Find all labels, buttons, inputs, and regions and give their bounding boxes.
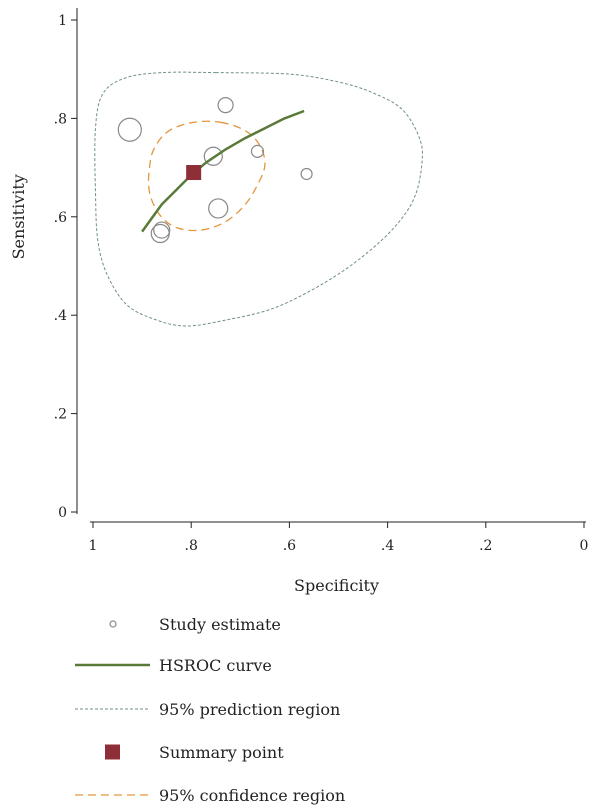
confidence-region bbox=[147, 120, 266, 232]
legend-label-hsroc: HSROC curve bbox=[159, 656, 272, 675]
study-point-4 bbox=[300, 167, 313, 181]
study-point-7 bbox=[150, 223, 170, 244]
legend-item-hsroc: HSROC curve bbox=[75, 656, 272, 675]
summary-point bbox=[186, 165, 202, 181]
y-tick-label-4: .8 bbox=[54, 111, 67, 127]
legend: Study estimate HSROC curve 95% prediction … bbox=[75, 615, 345, 805]
x-tick-label-3: .4 bbox=[381, 538, 394, 554]
legend-label-prediction: 95% prediction region bbox=[159, 700, 340, 719]
study-point-2 bbox=[203, 146, 223, 166]
study-point-6 bbox=[153, 221, 171, 239]
y-ticks: 0 .2 .4 .6 .8 1 bbox=[54, 13, 77, 521]
study-estimates bbox=[117, 97, 313, 244]
study-point-0 bbox=[117, 117, 142, 142]
x-tick-label-0: 1 bbox=[89, 538, 98, 554]
study-point-1 bbox=[217, 97, 234, 114]
y-axis-title: Sensitivity bbox=[9, 174, 28, 259]
legend-item-prediction: 95% prediction region bbox=[75, 700, 340, 719]
x-axis-title: Specificity bbox=[294, 576, 379, 595]
legend-item-summary: Summary point bbox=[105, 743, 284, 762]
study-point-5 bbox=[208, 198, 229, 219]
legend-label-confidence: 95% confidence region bbox=[159, 786, 345, 805]
legend-symbol-summary bbox=[105, 744, 120, 760]
y-tick-label-2: .4 bbox=[54, 308, 67, 324]
x-tick-label-1: .8 bbox=[185, 538, 198, 554]
legend-symbol-study bbox=[109, 620, 117, 628]
y-tick-label-3: .6 bbox=[54, 210, 67, 226]
y-tick-label-1: .2 bbox=[54, 407, 67, 423]
x-tick-label-4: .2 bbox=[479, 538, 492, 554]
hsroc-curve bbox=[141, 109, 305, 233]
prediction-region bbox=[94, 71, 423, 327]
plot-area bbox=[94, 71, 423, 327]
y-tick-label-5: 1 bbox=[58, 13, 67, 29]
legend-item-study: Study estimate bbox=[109, 615, 281, 634]
legend-label-summary: Summary point bbox=[159, 743, 284, 762]
x-ticks: 1 .8 .6 .4 .2 0 bbox=[89, 522, 589, 554]
legend-item-confidence: 95% confidence region bbox=[75, 786, 345, 805]
x-tick-label-5: 0 bbox=[580, 538, 589, 554]
x-tick-label-2: .6 bbox=[283, 538, 296, 554]
legend-label-study: Study estimate bbox=[159, 615, 281, 634]
axes: 0 .2 .4 .6 .8 1 1 .8 .6 .4 .2 0 Sensitivity Specif… bbox=[9, 8, 588, 595]
y-tick-label-0: 0 bbox=[58, 505, 67, 521]
study-point-3 bbox=[250, 144, 265, 158]
